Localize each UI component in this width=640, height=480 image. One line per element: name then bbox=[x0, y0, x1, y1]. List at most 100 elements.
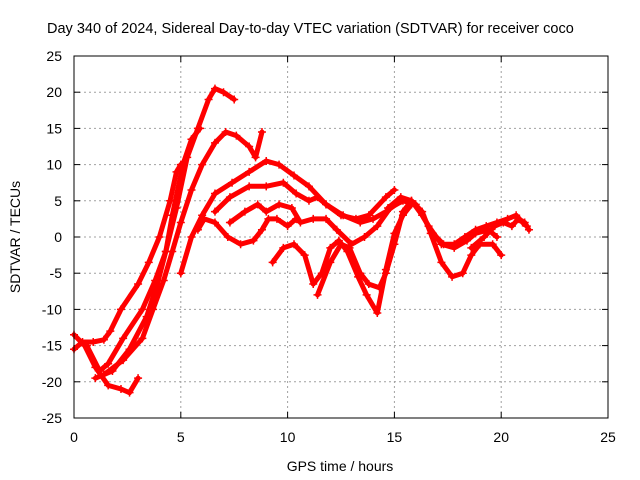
data-point bbox=[520, 218, 529, 227]
data-point bbox=[159, 276, 168, 285]
data-point bbox=[345, 243, 354, 252]
data-point bbox=[187, 135, 196, 144]
data-point bbox=[144, 258, 153, 267]
data-point bbox=[187, 185, 196, 194]
data-point bbox=[290, 240, 299, 249]
data-point bbox=[503, 214, 512, 223]
data-point bbox=[193, 225, 202, 234]
data-point bbox=[219, 88, 228, 97]
data-point bbox=[339, 211, 348, 220]
data-point bbox=[78, 337, 87, 346]
data-series bbox=[70, 84, 533, 397]
data-point bbox=[428, 229, 437, 238]
data-point bbox=[82, 341, 91, 350]
y-tick-label: 0 bbox=[54, 229, 62, 245]
grid-lines bbox=[74, 56, 608, 418]
data-point bbox=[116, 305, 125, 314]
chart-title: Day 340 of 2024, Sidereal Day-to-day VTE… bbox=[47, 21, 574, 37]
data-point bbox=[396, 193, 405, 202]
data-point bbox=[225, 193, 234, 202]
data-point bbox=[257, 225, 266, 234]
data-point bbox=[322, 200, 331, 209]
series-track-11 bbox=[315, 198, 504, 298]
data-point bbox=[262, 156, 271, 165]
data-point bbox=[482, 222, 491, 231]
data-point bbox=[381, 193, 390, 202]
data-point bbox=[99, 370, 108, 379]
y-tick-label: -25 bbox=[42, 410, 62, 426]
data-point bbox=[390, 240, 399, 249]
data-point bbox=[360, 233, 369, 241]
data-point bbox=[322, 214, 331, 223]
data-point bbox=[104, 359, 113, 368]
data-point bbox=[204, 95, 213, 104]
data-point bbox=[210, 138, 219, 147]
data-point bbox=[507, 222, 516, 231]
data-point bbox=[460, 233, 469, 241]
data-point bbox=[91, 374, 100, 383]
data-point bbox=[309, 214, 318, 223]
data-point bbox=[210, 207, 219, 216]
data-point bbox=[89, 337, 98, 346]
data-point bbox=[257, 128, 266, 137]
data-point bbox=[253, 200, 262, 209]
data-point bbox=[264, 214, 273, 223]
data-point bbox=[313, 290, 322, 299]
data-point bbox=[245, 167, 254, 176]
data-point bbox=[279, 243, 288, 252]
axis-ticks: 0 5 10 15 20 25 25 20 15 10 5 0 -5 -10 -15 -20 -25 bbox=[42, 48, 616, 445]
data-point bbox=[198, 160, 207, 169]
data-point bbox=[210, 218, 219, 227]
data-point bbox=[390, 185, 399, 194]
x-axis-label: GPS time / hours bbox=[287, 458, 394, 474]
data-point bbox=[292, 189, 301, 198]
data-point bbox=[106, 327, 115, 336]
x-tick-label: 0 bbox=[70, 429, 78, 445]
data-point bbox=[272, 214, 281, 223]
data-point bbox=[407, 196, 416, 205]
y-tick-label: 25 bbox=[46, 48, 62, 64]
data-point bbox=[497, 251, 506, 260]
data-point bbox=[138, 334, 147, 343]
data-point bbox=[362, 290, 371, 299]
y-axis-label: SDTVAR / TECUs bbox=[7, 181, 23, 293]
data-point bbox=[373, 309, 382, 318]
series-track-6 bbox=[178, 158, 397, 276]
data-point bbox=[95, 366, 104, 375]
data-point bbox=[228, 178, 237, 187]
data-point bbox=[499, 218, 508, 227]
x-tick-label: 25 bbox=[600, 429, 616, 445]
data-point bbox=[210, 189, 219, 198]
data-point bbox=[119, 334, 128, 343]
data-point bbox=[448, 272, 457, 281]
data-point bbox=[134, 374, 143, 383]
data-point bbox=[221, 128, 230, 137]
data-point bbox=[458, 269, 467, 278]
data-point bbox=[176, 218, 185, 227]
data-point bbox=[262, 182, 271, 191]
data-point bbox=[232, 131, 241, 140]
data-point bbox=[240, 207, 249, 216]
data-point bbox=[309, 280, 318, 289]
y-tick-label: -5 bbox=[50, 265, 63, 281]
x-tick-label: 20 bbox=[493, 429, 509, 445]
y-tick-label: -10 bbox=[42, 301, 62, 317]
data-point bbox=[332, 225, 341, 234]
data-point bbox=[467, 243, 476, 252]
data-point bbox=[168, 247, 177, 256]
data-point bbox=[223, 233, 232, 241]
data-point bbox=[292, 214, 301, 223]
data-point bbox=[375, 283, 384, 292]
data-point bbox=[439, 240, 448, 249]
data-point bbox=[304, 182, 313, 191]
y-tick-label: -15 bbox=[42, 338, 62, 354]
data-point bbox=[467, 251, 476, 260]
data-point bbox=[245, 142, 254, 151]
data-point bbox=[383, 204, 392, 213]
data-point bbox=[116, 385, 125, 394]
data-point bbox=[326, 258, 335, 267]
y-tick-label: 20 bbox=[46, 84, 62, 100]
data-point bbox=[262, 207, 271, 216]
y-tick-label: 15 bbox=[46, 120, 62, 136]
data-point bbox=[326, 243, 335, 252]
